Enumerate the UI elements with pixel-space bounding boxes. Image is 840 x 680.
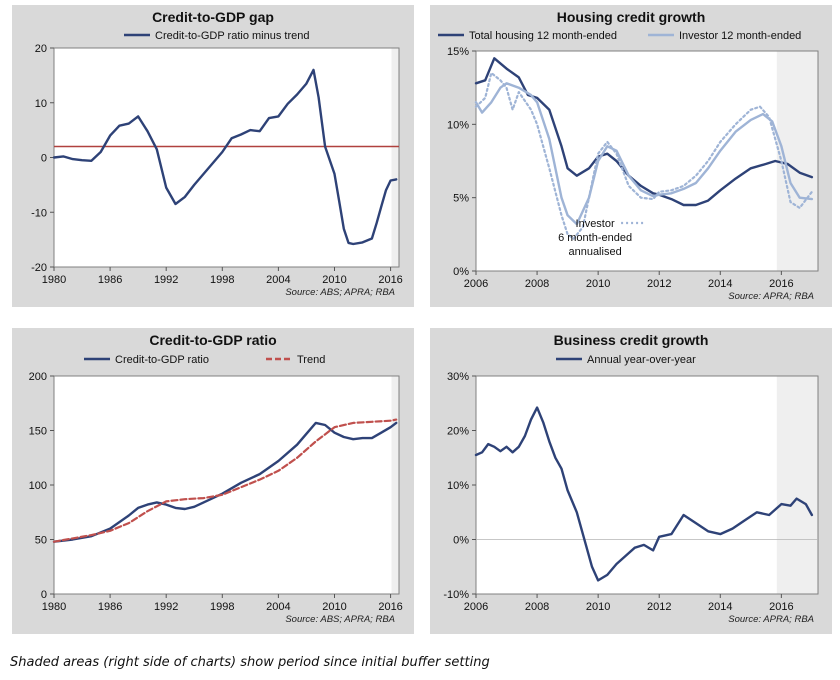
y-tick-label: 10% xyxy=(447,480,469,492)
y-tick-label: -10% xyxy=(443,589,469,601)
x-tick-label: 1986 xyxy=(98,274,122,286)
plot-area xyxy=(475,50,819,272)
footnote: Shaded areas (right side of charts) show… xyxy=(10,655,490,670)
source-note: Source: ABS; APRA; RBA xyxy=(285,614,395,625)
legend-label: Credit-to-GDP ratio xyxy=(115,354,209,366)
y-tick-label: 0% xyxy=(453,266,469,278)
series-line xyxy=(474,71,813,240)
source-note: Source: ABS; APRA; RBA xyxy=(285,287,395,298)
x-tick-label: 1980 xyxy=(42,274,66,286)
x-tick-label: 1992 xyxy=(154,274,178,286)
x-tick-label: 1980 xyxy=(42,601,66,613)
y-tick-label: 20 xyxy=(35,43,47,55)
legend-label: Annual year-over-year xyxy=(587,354,696,366)
x-tick-label: 1986 xyxy=(98,601,122,613)
plot-area xyxy=(53,47,400,268)
x-tick-label: 2006 xyxy=(464,601,488,613)
annotation-text: 6 month-ended xyxy=(558,232,632,244)
series-line xyxy=(474,82,814,226)
legend-label: Investor 12 month-ended xyxy=(679,30,801,42)
shaded-period xyxy=(391,48,399,267)
series-line xyxy=(52,68,398,246)
x-tick-label: 2016 xyxy=(378,601,402,613)
y-tick-label: -20 xyxy=(31,262,47,274)
y-tick-label: 30% xyxy=(447,371,469,383)
chart-title: Business credit growth xyxy=(554,332,709,348)
x-tick-label: 2010 xyxy=(322,601,346,613)
annotation-text: Investor xyxy=(576,218,615,230)
x-tick-label: 2014 xyxy=(708,278,732,290)
y-tick-label: 200 xyxy=(29,371,47,383)
legend-label: Credit-to-GDP ratio minus trend xyxy=(155,30,309,42)
chart-panel-credit-to-gdp-ratio: Credit-to-GDP ratio 200 150 100 50 0 1980 1986 1… xyxy=(12,328,414,634)
x-tick-label: 1998 xyxy=(210,274,234,286)
y-tick-label: -10 xyxy=(31,207,47,219)
shaded-period xyxy=(391,376,399,594)
x-tick-label: 1992 xyxy=(154,601,178,613)
y-tick-label: 0% xyxy=(453,535,469,547)
housing-credit-growth-chart: Housing credit growth 15% 10% 5% 0%2006 2008 2… xyxy=(438,9,819,302)
y-tick-label: 10% xyxy=(447,119,469,131)
x-tick-label: 2004 xyxy=(266,274,290,286)
shaded-period xyxy=(776,51,818,271)
x-tick-label: 2008 xyxy=(525,601,549,613)
y-tick-label: 5% xyxy=(453,193,469,205)
legend-label: Trend xyxy=(297,354,325,366)
series-line xyxy=(52,421,398,543)
x-tick-label: 1998 xyxy=(210,601,234,613)
y-tick-label: 20% xyxy=(447,426,469,438)
chart-title: Credit-to-GDP ratio xyxy=(149,332,276,348)
x-tick-label: 2008 xyxy=(525,278,549,290)
series-line xyxy=(474,406,814,582)
shaded-period xyxy=(776,376,818,594)
x-tick-label: 2016 xyxy=(769,278,793,290)
y-tick-label: 100 xyxy=(29,480,47,492)
annotation-text: annualised xyxy=(568,246,621,258)
x-tick-label: 2016 xyxy=(378,274,402,286)
x-tick-label: 2016 xyxy=(769,601,793,613)
plot-area xyxy=(475,375,819,595)
series-line xyxy=(52,418,398,543)
x-tick-label: 2012 xyxy=(647,278,671,290)
plot-area xyxy=(53,375,400,595)
x-tick-label: 2006 xyxy=(464,278,488,290)
x-tick-label: 2010 xyxy=(586,601,610,613)
x-tick-label: 2010 xyxy=(322,274,346,286)
x-tick-label: 2014 xyxy=(708,601,732,613)
y-tick-label: 150 xyxy=(29,426,47,438)
x-tick-label: 2010 xyxy=(586,278,610,290)
business-credit-growth-chart: Business credit growth30%20%10%0%-10%200… xyxy=(443,332,819,625)
chart-title: Housing credit growth xyxy=(557,9,706,25)
source-note: Source: APRA; RBA xyxy=(728,291,814,302)
chart-title: Credit-to-GDP gap xyxy=(152,9,274,25)
y-tick-label: 0 xyxy=(41,153,47,165)
chart-panel-business-credit-growth: Business credit growth 30% 20% 10% 0% -10% 200… xyxy=(430,328,832,634)
legend-label: Total housing 12 month-ended xyxy=(469,30,617,42)
y-tick-label: 10 xyxy=(35,98,47,110)
y-tick-label: 50 xyxy=(35,535,47,547)
x-tick-label: 2004 xyxy=(266,601,290,613)
y-tick-label: 15% xyxy=(447,46,469,58)
chart-panel-credit-to-gdp-gap: Credit-to-GDP gap 20 10 0 -10 -20 1980 1986 1992… xyxy=(12,5,414,307)
source-note: Source: APRA; RBA xyxy=(728,614,814,625)
chart-panel-housing-credit-growth: Housing credit growth 15% 10% 5% 0% 2006 2008 2… xyxy=(430,5,832,307)
y-tick-label: 0 xyxy=(41,589,47,601)
x-tick-label: 2012 xyxy=(647,601,671,613)
